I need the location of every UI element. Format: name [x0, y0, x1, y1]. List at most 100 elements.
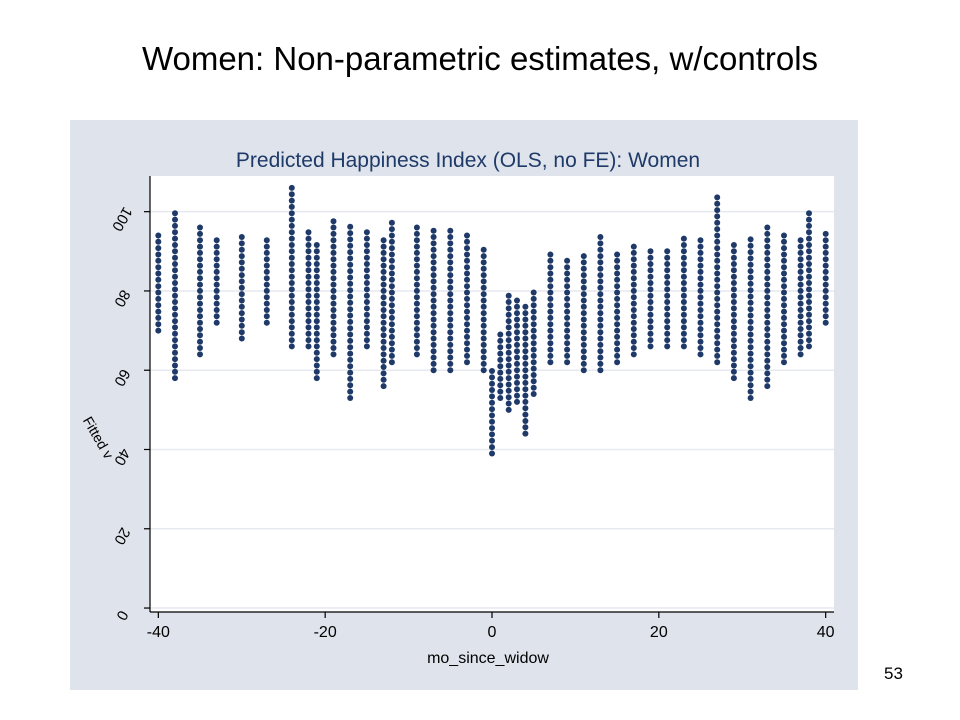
data-point	[630, 300, 637, 307]
data-point	[430, 303, 437, 310]
data-point	[263, 268, 270, 275]
data-point	[614, 264, 621, 271]
data-point	[806, 248, 812, 255]
data-point	[155, 264, 162, 271]
data-point	[313, 318, 320, 325]
data-point	[313, 242, 320, 248]
data-point	[155, 232, 162, 239]
data-point	[313, 343, 320, 350]
data-point	[213, 307, 220, 313]
slide-title: Women: Non-parametric estimates, w/contr…	[141, 40, 819, 77]
data-point	[172, 311, 178, 318]
data-point	[197, 345, 203, 351]
data-point	[747, 242, 754, 249]
data-point	[305, 330, 312, 337]
data-point	[330, 281, 337, 288]
data-point	[213, 256, 220, 263]
data-point	[564, 257, 571, 264]
data-point	[388, 340, 395, 347]
data-point	[714, 194, 721, 201]
data-point	[497, 331, 504, 338]
data-point	[747, 325, 754, 332]
data-point	[347, 356, 354, 363]
data-point	[305, 324, 312, 331]
data-point	[630, 338, 637, 345]
data-point	[647, 292, 654, 299]
data-point	[730, 292, 737, 299]
data-point	[664, 273, 671, 280]
data-point	[380, 338, 387, 345]
data-point	[330, 275, 337, 282]
data-point	[330, 237, 337, 244]
data-point	[630, 275, 637, 282]
data-point	[213, 262, 220, 269]
data-point	[680, 324, 687, 331]
data-point	[172, 216, 178, 223]
data-point	[697, 237, 704, 244]
y-tick-label: 80	[110, 287, 133, 310]
data-point	[172, 324, 178, 331]
data-point	[806, 235, 812, 242]
data-point	[680, 286, 687, 293]
data-point	[305, 311, 312, 318]
y-tick-label: 0	[112, 607, 131, 623]
data-point	[305, 318, 312, 325]
data-point	[430, 291, 437, 298]
data-point	[806, 254, 812, 261]
data-point	[530, 346, 537, 353]
data-point	[764, 351, 771, 358]
data-point	[697, 268, 704, 275]
data-point	[464, 276, 470, 283]
data-point	[822, 243, 829, 250]
data-point	[305, 242, 312, 248]
data-point	[464, 359, 470, 366]
data-point	[197, 351, 203, 358]
data-point	[547, 333, 554, 340]
data-point	[464, 257, 470, 264]
data-point	[614, 276, 621, 283]
data-point	[430, 227, 437, 234]
data-point	[380, 345, 387, 351]
data-point	[806, 222, 812, 229]
data-point	[522, 430, 529, 437]
data-point	[806, 280, 812, 286]
data-point	[806, 299, 812, 305]
data-point	[388, 359, 395, 366]
data-point	[597, 322, 604, 329]
data-point	[764, 338, 771, 345]
data-point	[781, 295, 787, 302]
x-tick-label: -20	[314, 624, 337, 641]
data-point	[489, 450, 495, 457]
data-point	[547, 314, 554, 321]
data-point	[497, 350, 504, 357]
data-point	[580, 329, 587, 336]
data-point	[522, 379, 529, 386]
data-point	[172, 318, 178, 325]
data-point	[238, 284, 245, 291]
data-point	[664, 311, 671, 318]
data-point	[155, 289, 162, 296]
data-point	[347, 299, 354, 306]
data-point	[564, 346, 571, 353]
data-point	[664, 299, 671, 305]
data-point	[505, 400, 512, 407]
data-point	[564, 289, 571, 296]
data-point	[347, 382, 354, 389]
data-point	[806, 261, 812, 267]
data-point	[564, 264, 571, 271]
data-point	[363, 242, 370, 248]
data-point	[597, 284, 604, 291]
data-point	[505, 394, 512, 401]
data-point	[797, 326, 804, 332]
data-point	[747, 274, 754, 281]
data-point	[388, 245, 395, 252]
data-point	[380, 357, 387, 364]
data-point	[530, 333, 537, 340]
data-point	[505, 356, 512, 363]
y-tick-label: 40	[110, 445, 133, 468]
data-point	[288, 191, 295, 198]
data-point	[630, 326, 637, 332]
data-point	[580, 367, 587, 374]
data-point	[288, 343, 295, 350]
data-point	[155, 257, 162, 264]
